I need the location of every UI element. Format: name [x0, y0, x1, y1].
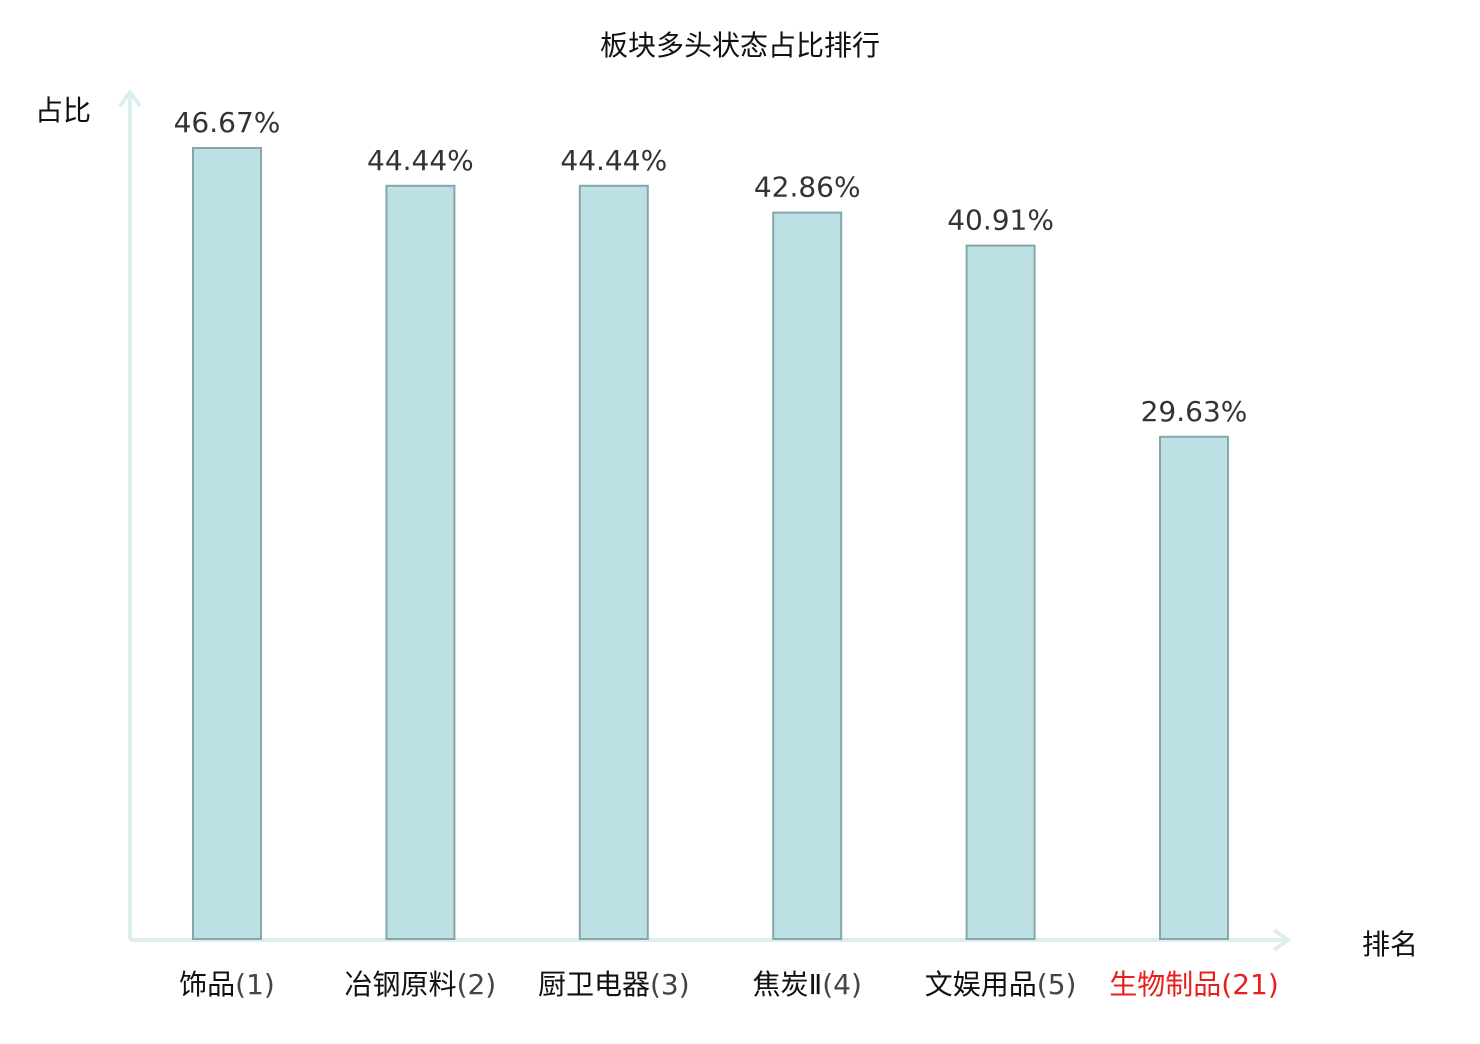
category-name: 厨卫电器: [538, 968, 650, 1001]
category-name: 饰品: [179, 968, 235, 1001]
category-label: 焦炭Ⅱ(4): [752, 968, 861, 1001]
bar: [772, 211, 843, 941]
category-name: 文娱用品: [925, 968, 1037, 1001]
bars: [192, 147, 1229, 941]
category-label: 饰品(1): [179, 968, 275, 1001]
category-rank: (2): [457, 968, 497, 1001]
chart-title: 板块多头状态占比排行: [599, 29, 880, 62]
axes: 占比 排名: [35, 88, 1418, 961]
category-name: 冶钢原料: [345, 968, 457, 1001]
category-rank: (5): [1037, 968, 1077, 1001]
category-label: 厨卫电器(3): [538, 968, 690, 1001]
value-label: 29.63%: [1141, 395, 1248, 428]
category-name: 生物制品: [1109, 968, 1221, 1001]
y-axis-arrow-icon: [118, 88, 142, 108]
bar: [385, 184, 456, 941]
category-labels: 饰品(1) 冶钢原料(2) 厨卫电器(3) 焦炭Ⅱ(4) 文娱用品(5) 生物制品(21): [179, 968, 1279, 1001]
bar: [192, 147, 262, 940]
value-label: 44.44%: [367, 144, 474, 177]
category-rank: (1): [235, 968, 275, 1001]
category-label: 生物制品(21): [1109, 968, 1279, 1001]
x-axis-label: 排名: [1362, 928, 1418, 961]
bar: [1159, 435, 1229, 940]
value-label: 40.91%: [947, 204, 1054, 237]
category-label: 冶钢原料(2): [345, 968, 497, 1001]
value-label: 42.86%: [754, 171, 861, 204]
x-axis-arrow-icon: [1272, 928, 1292, 952]
value-label: 46.67%: [174, 106, 281, 139]
category-rank: (21): [1221, 968, 1278, 1001]
category-name: 焦炭Ⅱ: [752, 968, 822, 1001]
y-axis-label: 占比: [35, 94, 91, 127]
value-label: 44.44%: [560, 144, 667, 177]
category-label: 文娱用品(5): [925, 968, 1077, 1001]
bar: [965, 244, 1036, 941]
category-rank: (4): [822, 968, 862, 1001]
category-rank: (3): [650, 968, 690, 1001]
bar: [578, 184, 649, 941]
value-labels: 46.67% 44.44% 44.44% 42.86% 40.91% 29.63%: [174, 106, 1248, 428]
